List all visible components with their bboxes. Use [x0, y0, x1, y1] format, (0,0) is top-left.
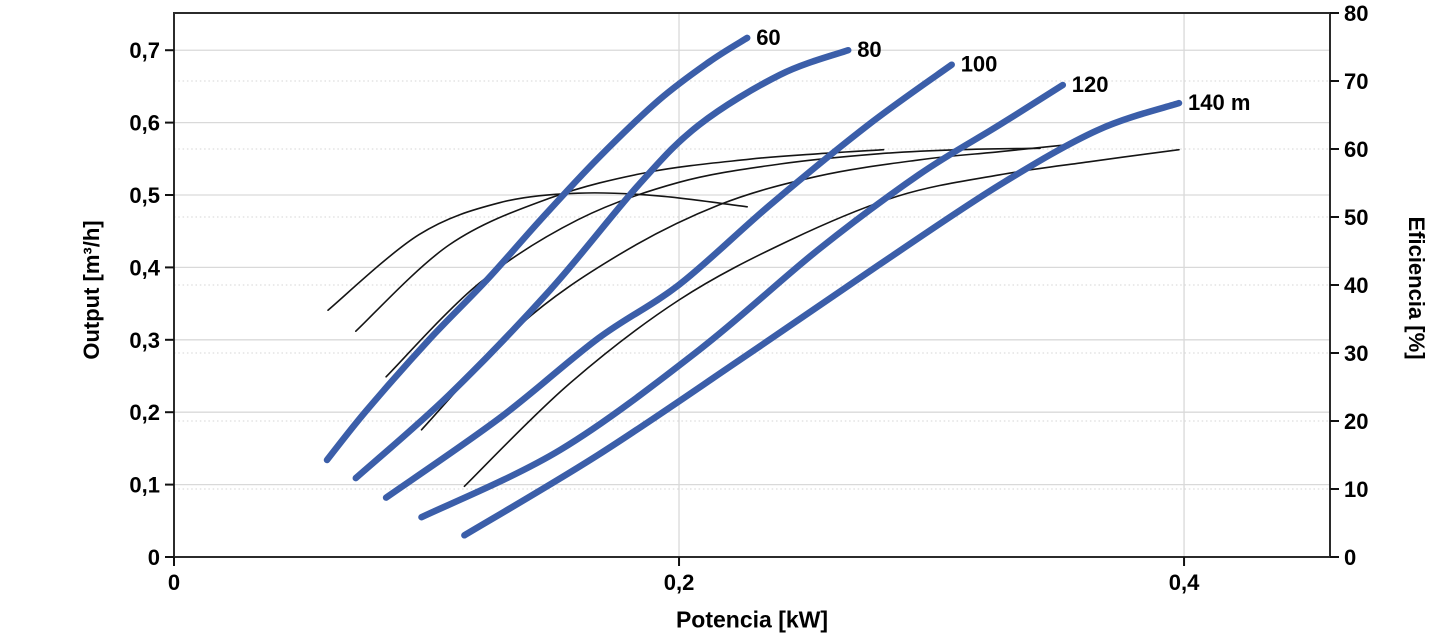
curve-label-head-140m: 140 m [1188, 90, 1250, 115]
x-tick-label: 0 [168, 570, 180, 595]
curve-head-140m [461, 99, 1183, 539]
curve-head-60m [323, 34, 751, 464]
curve-label-head-100m: 100 [961, 52, 998, 77]
y-left-tick-label: 0,7 [129, 38, 160, 63]
y-right-tick-label: 40 [1344, 273, 1368, 298]
y-right-axis-title: Eficiencia [%] [1404, 216, 1429, 360]
curve-head-120m [418, 81, 1067, 521]
y-left-tick-label: 0,4 [129, 255, 160, 280]
curve-label-head-80m: 80 [857, 37, 881, 62]
y-right-tick-label: 20 [1344, 409, 1368, 434]
y-left-axis-title: Output [m³/h] [79, 220, 104, 360]
curve-label-head-120m: 120 [1072, 72, 1109, 97]
y-left-tick-label: 0,1 [129, 473, 160, 498]
y-right-tick-label: 70 [1344, 69, 1368, 94]
curve-eficiencia-100m [385, 147, 1041, 378]
y-left-tick-label: 0,2 [129, 400, 160, 425]
curve-eficiencia-120m [420, 144, 1067, 431]
curve-eficiencia-80m [355, 148, 885, 332]
y-left-tick-label: 0,3 [129, 328, 160, 353]
y-right-tick-label: 80 [1344, 1, 1368, 26]
y-right-tick-label: 60 [1344, 137, 1368, 162]
y-right-tick-label: 0 [1344, 545, 1356, 570]
curve-eficiencia-140m [463, 148, 1180, 488]
y-right-tick-label: 10 [1344, 477, 1368, 502]
curve-head-100m [382, 61, 955, 501]
y-left-tick-label: 0,5 [129, 183, 160, 208]
x-tick-label: 0,2 [664, 570, 695, 595]
curve-head-80m [352, 46, 852, 482]
y-left-tick-label: 0,6 [129, 111, 160, 136]
curve-label-head-60m: 60 [756, 25, 780, 50]
curve-eficiencia-60m [327, 192, 748, 311]
y-right-tick-label: 50 [1344, 205, 1368, 230]
y-left-tick-label: 0 [148, 545, 160, 570]
x-tick-label: 0,4 [1169, 570, 1200, 595]
x-axis-title: Potencia [kW] [675, 606, 829, 633]
y-right-tick-label: 30 [1344, 341, 1368, 366]
